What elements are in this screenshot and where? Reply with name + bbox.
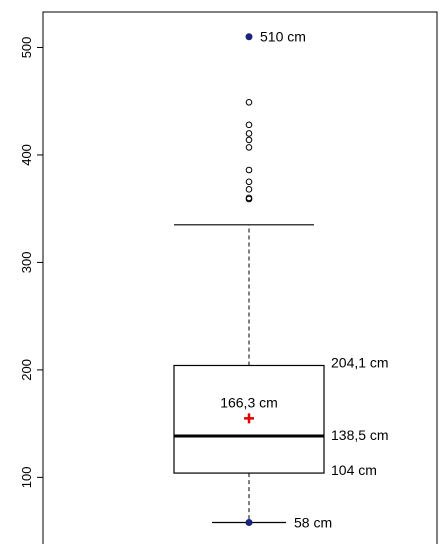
max-point bbox=[245, 33, 253, 41]
annotation-labels: 510 cm 204,1 cm 166,3 cm 138,5 cm 104 cm… bbox=[220, 29, 388, 531]
plot-frame bbox=[42, 11, 438, 544]
outlier-point bbox=[245, 130, 253, 137]
y-tick-label: 400 bbox=[19, 144, 34, 166]
y-tick-label: 500 bbox=[19, 37, 34, 59]
min-label: 58 cm bbox=[294, 515, 332, 531]
outlier-point bbox=[245, 186, 253, 193]
y-tick-label: 100 bbox=[19, 467, 34, 489]
outlier-point bbox=[245, 98, 253, 106]
mean-label: 166,3 cm bbox=[220, 394, 278, 410]
median-label: 138,5 cm bbox=[331, 427, 389, 443]
y-tick-label: 200 bbox=[19, 359, 34, 381]
q1-label: 104 cm bbox=[331, 462, 377, 478]
outlier-point bbox=[245, 166, 253, 174]
outlier-point bbox=[245, 194, 253, 202]
max-label: 510 cm bbox=[260, 29, 306, 45]
y-tick-label: 300 bbox=[19, 252, 34, 274]
outlier-point bbox=[245, 121, 253, 129]
outlier-point bbox=[245, 136, 253, 144]
outlier-point bbox=[245, 178, 253, 186]
outlier-point bbox=[245, 144, 253, 151]
min-point bbox=[245, 519, 253, 527]
chart-marks bbox=[173, 33, 325, 527]
y-axis: 100 200 300 400 500 bbox=[19, 37, 43, 489]
q3-label: 204,1 cm bbox=[331, 354, 389, 370]
